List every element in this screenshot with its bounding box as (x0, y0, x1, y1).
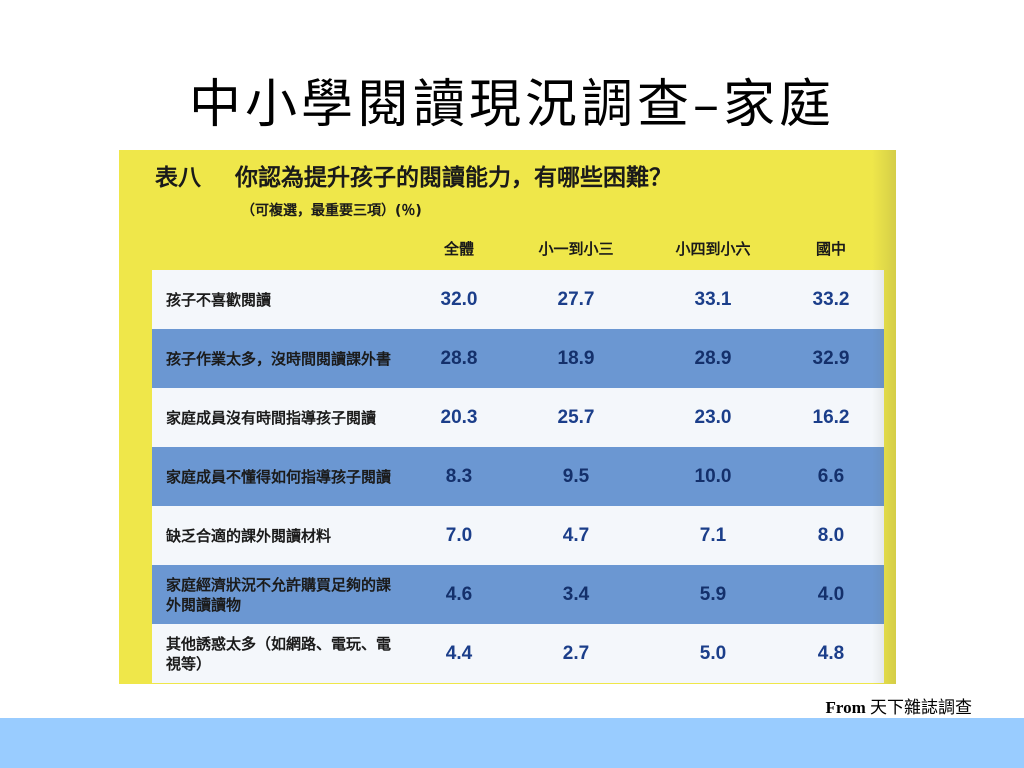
cell-all: 7.0 (445, 524, 473, 546)
cell-grade4-6: 33.1 (694, 288, 732, 310)
cell-grade1-3: 4.7 (562, 524, 590, 546)
footer-band (0, 718, 1024, 768)
row-label: 孩子作業太多，沒時間閱讀課外書 (166, 349, 392, 368)
cell-grade4-6: 23.0 (694, 406, 732, 428)
table-row: 孩子作業太多，沒時間閱讀課外書 28.8 18.9 28.9 32.9 (152, 329, 884, 388)
table-row: 家庭成員沒有時間指導孩子閱讀 20.3 25.7 23.0 16.2 (152, 388, 884, 447)
cell-junior-high: 8.0 (817, 524, 845, 546)
row-label: 孩子不喜歡閱讀 (166, 290, 272, 309)
column-header-all: 全體 (443, 240, 474, 258)
cell-all: 4.4 (445, 642, 473, 664)
table-row: 缺乏合適的課外閱讀材料 7.0 4.7 7.1 8.0 (152, 506, 884, 565)
cell-grade4-6: 10.0 (694, 465, 732, 487)
cell-grade4-6: 7.1 (699, 524, 727, 546)
column-header-junior-high: 國中 (815, 240, 846, 258)
cell-junior-high: 16.2 (812, 406, 850, 428)
source-credit: From 天下雜誌調查 (825, 693, 972, 718)
cell-all: 4.6 (445, 583, 473, 605)
cell-grade4-6: 5.9 (699, 583, 727, 605)
cell-grade1-3: 25.7 (557, 406, 595, 428)
column-header-grade1-3: 小一到小三 (538, 240, 614, 258)
cell-all: 28.8 (440, 347, 478, 369)
cell-junior-high: 4.0 (817, 583, 845, 605)
cell-grade1-3: 9.5 (562, 465, 590, 487)
source-prefix: From (825, 698, 866, 717)
table-row: 家庭經濟狀況不允許購買足夠的課外閱讀讀物 4.6 3.4 5.9 4.0 (152, 565, 884, 624)
table-row: 家庭成員不懂得如何指導孩子閱讀 8.3 9.5 10.0 6.6 (152, 447, 884, 506)
cell-grade4-6: 5.0 (699, 642, 727, 664)
table-number: 表八 (155, 165, 201, 191)
table-row: 其他誘惑太多（如網路、電玩、電視等） 4.4 2.7 5.0 4.8 (152, 624, 884, 683)
table-row: 孩子不喜歡閱讀 32.0 27.7 33.1 33.2 (152, 270, 884, 329)
cell-grade1-3: 18.9 (557, 347, 595, 369)
column-header-grade4-6: 小四到小六 (675, 240, 751, 258)
cell-grade1-3: 2.7 (562, 642, 590, 664)
table-question: 你認為提升孩子的閱讀能力，有哪些困難？ (235, 165, 672, 191)
row-label: 其他誘惑太多（如網路、電玩、電視等） (166, 634, 392, 673)
cell-junior-high: 32.9 (812, 347, 850, 369)
row-label: 缺乏合適的課外閱讀材料 (166, 526, 332, 545)
row-label: 家庭成員不懂得如何指導孩子閱讀 (166, 467, 392, 486)
table-body: 孩子不喜歡閱讀 32.0 27.7 33.1 33.2 孩子作業太多，沒時間閱讀… (152, 270, 884, 684)
table-subtitle: （可複選，最重要三項）(％) (241, 203, 422, 219)
cell-junior-high: 6.6 (817, 465, 845, 487)
cell-grade1-3: 3.4 (562, 583, 590, 605)
cell-grade4-6: 28.9 (694, 347, 732, 369)
row-label: 家庭成員沒有時間指導孩子閱讀 (166, 408, 377, 427)
row-label: 家庭經濟狀況不允許購買足夠的課外閱讀讀物 (166, 575, 392, 614)
cell-all: 8.3 (445, 465, 473, 487)
column-headers: 全體 小一到小三 小四到小六 國中 (119, 238, 896, 266)
table-title: 表八 你認為提升孩子的閱讀能力，有哪些困難？ (155, 158, 672, 192)
survey-table-photo: 表八 你認為提升孩子的閱讀能力，有哪些困難？ （可複選，最重要三項）(％) 全體 … (119, 150, 896, 684)
cell-junior-high: 4.8 (817, 642, 845, 664)
slide-title: 中小學閱讀現況調查–家庭 (188, 75, 835, 135)
source-name: 天下雜誌調查 (870, 698, 972, 717)
cell-all: 32.0 (440, 288, 478, 310)
cell-grade1-3: 27.7 (557, 288, 595, 310)
photo-shadow (872, 150, 896, 684)
cell-all: 20.3 (440, 406, 478, 428)
cell-junior-high: 33.2 (812, 288, 850, 310)
